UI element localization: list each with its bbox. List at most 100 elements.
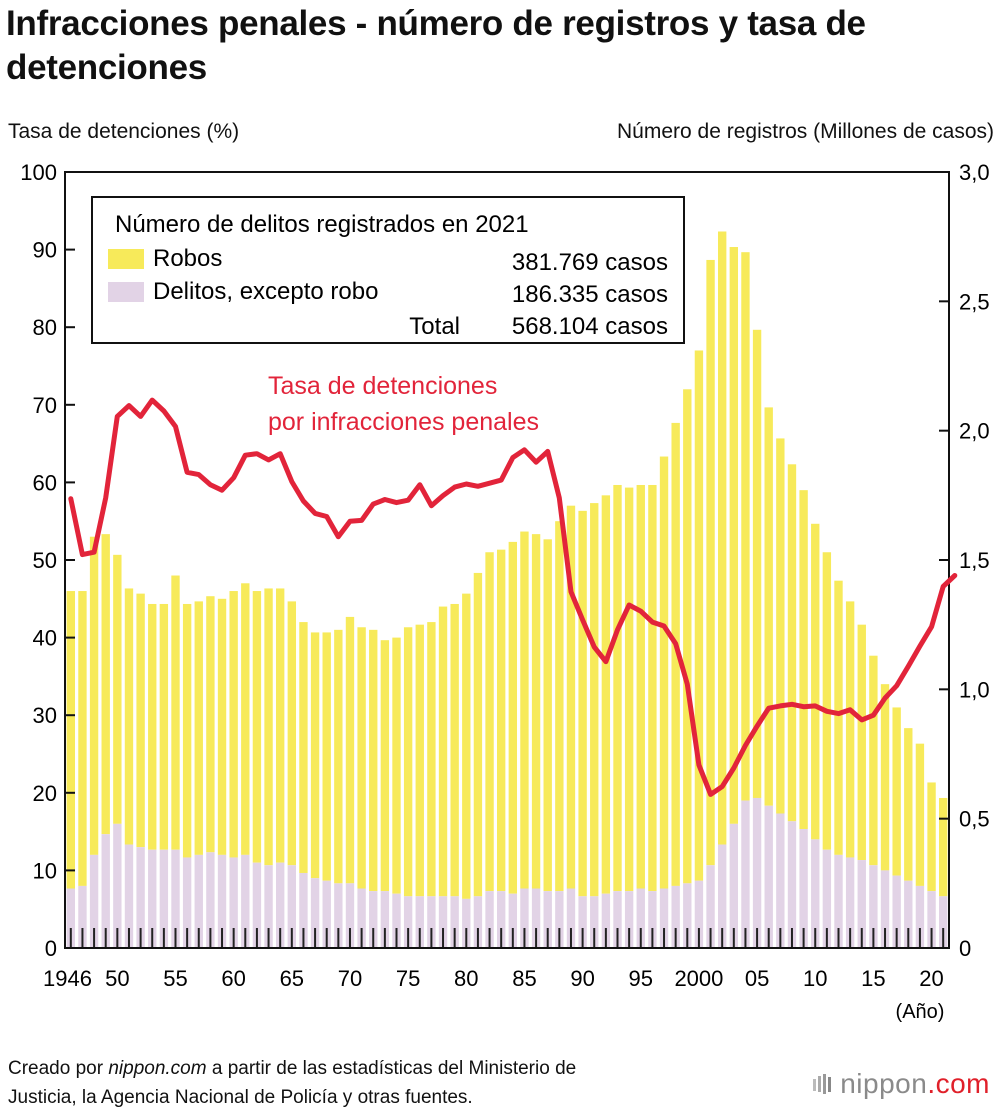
bar-robos-1996: [648, 484, 657, 892]
bar-otros-1997: [659, 888, 669, 948]
bar-otros-1992: [601, 893, 611, 948]
bar-otros-1967: [310, 878, 320, 948]
bar-robos-1992: [601, 495, 611, 894]
bar-robos-1985: [520, 531, 529, 889]
bar-otros-2008: [787, 821, 797, 948]
bar-otros-1989: [566, 888, 576, 948]
bar-otros-2018: [904, 880, 913, 948]
bar-otros-1995: [636, 888, 645, 948]
bar-robos-1952: [136, 593, 145, 848]
bar-robos-1990: [578, 510, 587, 897]
bar-otros-2010: [811, 839, 820, 948]
x-tick-label-20: 20: [919, 966, 943, 991]
brand-mark-icon: [813, 1074, 832, 1094]
bar-otros-2002: [717, 844, 727, 948]
legend-swatch-robos: [108, 249, 144, 269]
bar-otros-1947: [78, 885, 87, 948]
x-tick-label-10: 10: [803, 966, 827, 991]
bar-robos-2017: [892, 707, 901, 876]
bar-otros-1977: [427, 896, 436, 948]
x-tick-label-75: 75: [396, 966, 420, 991]
bar-otros-2015: [869, 865, 878, 948]
bar-otros-1957: [194, 854, 203, 948]
bar-robos-1968: [322, 632, 331, 881]
bar-robos-1951: [124, 588, 134, 845]
bar-robos-2007: [776, 438, 785, 814]
bar-robos-2012: [834, 580, 843, 855]
bar-robos-1962: [252, 591, 262, 863]
x-tick-label-50: 50: [105, 966, 129, 991]
bar-otros-1953: [148, 849, 157, 948]
source-note: Creado por nippon.com a partir de las es…: [8, 1054, 576, 1112]
left-tick-label-70: 70: [33, 393, 57, 418]
left-tick-label-50: 50: [33, 548, 57, 573]
bar-robos-2005: [752, 329, 762, 798]
bar-otros-1983: [496, 891, 506, 948]
bar-robos-1988: [555, 521, 564, 892]
right-tick-label-1,5: 1,5: [959, 548, 990, 573]
bar-robos-1966: [299, 622, 308, 873]
bar-otros-1990: [578, 896, 587, 948]
bar-robos-1961: [241, 583, 250, 855]
bar-otros-1985: [520, 888, 529, 948]
bar-otros-1976: [415, 896, 424, 948]
bar-robos-2019: [915, 743, 925, 886]
bar-robos-1955: [171, 575, 180, 850]
legend-label-robos: Robos: [153, 245, 222, 272]
source-site[interactable]: nippon.com: [108, 1058, 207, 1079]
bar-robos-2016: [880, 684, 890, 871]
right-tick-label-3,0: 3,0: [959, 160, 990, 185]
left-tick-label-0: 0: [45, 936, 57, 961]
right-tick-label-2,5: 2,5: [959, 289, 990, 314]
left-tick-label-10: 10: [33, 858, 57, 883]
bar-robos-1946: [66, 591, 76, 889]
bar-otros-2021: [938, 896, 948, 948]
bar-otros-2011: [822, 849, 832, 948]
chart: 0 10 20 30 40 50 60 70 80 90 100 0 0,5 1,0 1,5 2,0 2,5 3…: [20, 160, 990, 1023]
bar-otros-1956: [182, 857, 192, 948]
bar-otros-1964: [275, 862, 285, 948]
legend: Número de delitos registrados en 2021 Ro…: [91, 196, 685, 344]
bar-robos-1974: [392, 637, 401, 894]
bar-robos-1965: [287, 601, 297, 866]
brand-logo: nippon.com: [812, 1068, 990, 1100]
right-tick-label-1,0: 1,0: [959, 677, 990, 702]
bar-otros-1981: [473, 896, 483, 948]
bar-robos-1954: [159, 603, 169, 850]
bar-robos-1993: [613, 484, 622, 892]
brand-name: nippon: [840, 1068, 928, 1099]
bar-robos-1950: [113, 554, 122, 824]
right-tick-label-0: 0: [959, 936, 971, 961]
source-prefix: Creado por: [8, 1058, 109, 1079]
bar-robos-1994: [624, 487, 634, 892]
bar-robos-2006: [764, 407, 773, 806]
x-axis-labels: 1946 50 55 60 65 70 75 80 85 90 95 2000 05 10 15 20: [43, 966, 944, 991]
legend-total-label: Total: [409, 313, 460, 340]
bar-otros-1971: [357, 888, 366, 948]
x-tick-label-05: 05: [745, 966, 769, 991]
bar-otros-1980: [462, 898, 471, 948]
brand-tld: .com: [927, 1068, 990, 1099]
bar-robos-1972: [369, 629, 378, 892]
bar-otros-1999: [683, 883, 692, 948]
bar-robos-1999: [683, 389, 692, 884]
bar-otros-1962: [252, 862, 262, 948]
bar-robos-1976: [415, 624, 424, 897]
bar-otros-1993: [613, 891, 622, 948]
x-tick-label-65: 65: [280, 966, 304, 991]
bar-otros-1949: [101, 834, 110, 948]
bar-robos-2004: [741, 252, 750, 801]
bar-robos-1997: [659, 456, 669, 889]
bar-robos-1998: [671, 422, 680, 886]
bar-otros-2017: [892, 875, 901, 948]
bar-robos-1978: [438, 606, 448, 897]
x-tick-label-95: 95: [629, 966, 653, 991]
x-tick-label-15: 15: [861, 966, 885, 991]
bar-robos-1983: [496, 549, 506, 892]
rate-annotation-line1: Tasa de detenciones: [268, 372, 497, 400]
bar-robos-1986: [531, 534, 541, 889]
x-tick-label-55: 55: [163, 966, 187, 991]
left-tick-label-30: 30: [33, 703, 57, 728]
bar-otros-1950: [113, 823, 122, 948]
bar-otros-1961: [241, 854, 250, 948]
